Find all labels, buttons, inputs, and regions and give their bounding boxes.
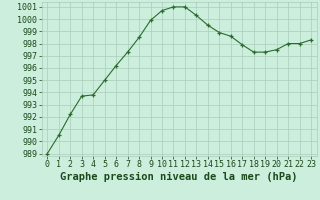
X-axis label: Graphe pression niveau de la mer (hPa): Graphe pression niveau de la mer (hPa) bbox=[60, 172, 298, 182]
